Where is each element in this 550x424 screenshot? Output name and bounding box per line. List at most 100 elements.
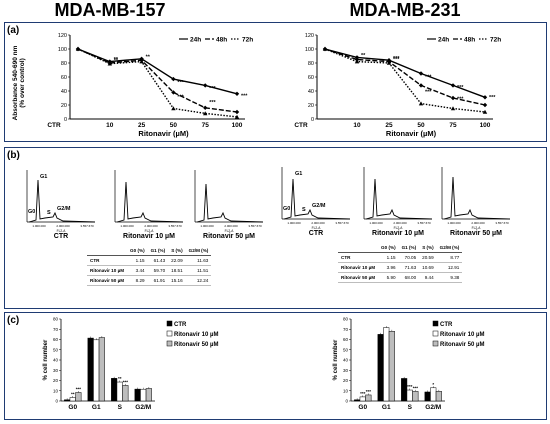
y-tick-label: 80 xyxy=(343,317,349,322)
histogram-tick-label: 3.557.670 xyxy=(417,221,431,225)
bar-G2/M xyxy=(140,388,147,402)
bar-G0 xyxy=(359,396,366,402)
y-axis-label: Absorbance 540-690 nm xyxy=(12,45,19,120)
bar-G1 xyxy=(383,327,390,402)
data-point xyxy=(450,83,456,88)
panel-a-label: (a) xyxy=(7,25,20,36)
y-tick-label: 60 xyxy=(53,337,59,342)
figure-title-right: MDA-MB-231 xyxy=(349,0,461,20)
table-cell: 68.00 xyxy=(398,272,420,283)
peak-label-g1: G1 xyxy=(295,171,302,177)
y-tick-label: 40 xyxy=(343,358,349,363)
data-point xyxy=(482,95,488,100)
significance-mark: *** xyxy=(177,80,184,86)
x-tick-label: 50 xyxy=(417,122,425,129)
histogram-tick-label: 2.000.000 xyxy=(471,221,485,225)
table-cell: 10.69 xyxy=(419,262,437,273)
significance-mark: *** xyxy=(209,100,216,106)
y-tick-label: 40 xyxy=(53,358,59,363)
significance-mark: ** xyxy=(114,57,119,63)
peak-label-g0: G0 xyxy=(28,209,35,215)
histogram-caption: Ritonavir 10 µM xyxy=(123,233,175,240)
y-tick-label: 50 xyxy=(53,347,59,352)
data-point xyxy=(450,106,456,111)
histogram-tick-label: 1.000.000 xyxy=(369,221,383,225)
significance-mark: *** xyxy=(76,386,82,391)
significance-mark: *** xyxy=(457,85,464,91)
table-cell: 15.16 xyxy=(168,275,186,286)
bar-G0 xyxy=(69,397,76,402)
legend-entry: CTR xyxy=(440,322,453,328)
histogram-tick-label: 2.000.000 xyxy=(224,224,238,228)
cell-cycle-histograms: 1.000.000 2.000.000 3.557.670 FL2-A G1 G0 S G2/… xyxy=(26,167,511,233)
data-point xyxy=(203,105,208,110)
x-tick-label: 100 xyxy=(232,122,243,129)
significance-mark: *** xyxy=(366,389,372,394)
table-cell: 70.05 xyxy=(398,252,420,263)
table-cell: 11.51 xyxy=(185,265,212,276)
y-tick-label: 60 xyxy=(61,75,67,81)
histogram-tick-label: 2.000.000 xyxy=(144,224,158,228)
significance-mark: *** xyxy=(425,75,432,81)
table-cell: 59.70 xyxy=(147,265,169,276)
row-label: Ritonavir 10 µM xyxy=(338,262,379,273)
y-tick-label: 40 xyxy=(61,89,67,95)
series-line-24h xyxy=(324,48,486,98)
bar-G0 xyxy=(64,399,71,402)
row-label: Ritonavir 10 µM xyxy=(87,265,128,276)
legend-entry: 24h xyxy=(190,37,201,44)
significance-mark: *** xyxy=(457,97,464,103)
significance-mark: ** xyxy=(114,58,119,64)
table-row: Ritonavir 50 µM 5.90 68.00 9.44 9.38 xyxy=(338,272,463,283)
significance-mark: ** xyxy=(361,53,366,59)
bar-S xyxy=(116,381,123,402)
histogram-tick-label: 1.000.000 xyxy=(200,224,214,228)
table-cell: 12.91 xyxy=(436,262,463,273)
y-tick-label: 70 xyxy=(343,327,349,332)
data-point xyxy=(450,95,456,101)
cell-cycle-bar-charts: 0 10 20 30 40 50 60 70 80 % cell number G0 G1 S G2/M *… xyxy=(43,317,484,411)
x-tick-label: CTR xyxy=(294,122,308,129)
table-cell: 9.44 xyxy=(419,272,437,283)
significance-mark: *** xyxy=(413,385,419,390)
data-point xyxy=(418,71,424,76)
peak-label-g2m: G2/M xyxy=(312,203,326,209)
y-tick-label: 80 xyxy=(308,61,314,67)
y-tick-label: 80 xyxy=(53,317,59,322)
table-row: Ritonavir 50 µM 8.29 61.91 15.16 12.24 xyxy=(87,275,212,286)
significance-mark: * xyxy=(432,382,434,387)
table-cell: 18.51 xyxy=(168,265,186,276)
legend-entry: 48h xyxy=(464,37,475,44)
x-tick-label: S xyxy=(408,404,413,411)
x-tick-label: G1 xyxy=(382,404,391,411)
y-tick-label: 50 xyxy=(343,347,349,352)
histogram-axis-label: FL2-A xyxy=(225,229,235,233)
table-header xyxy=(87,246,128,256)
histogram-trace xyxy=(116,181,184,223)
panel-a: (a) Absorbance 540-690 nm (% over control… xyxy=(4,22,547,142)
histogram-tick-label: 3.557.670 xyxy=(168,224,182,228)
peak-label-g0: G0 xyxy=(283,206,290,212)
histogram-caption: Ritonavir 50 µM xyxy=(203,233,255,240)
y-tick-label: 20 xyxy=(308,103,314,109)
series-line-48h xyxy=(77,48,238,113)
bar-G2/M xyxy=(430,387,437,402)
table-cell: 5.90 xyxy=(378,272,399,283)
legend-swatch xyxy=(166,340,173,347)
significance-mark: *** xyxy=(407,384,413,389)
legend-entry: 48h xyxy=(216,37,227,44)
x-tick-label: 50 xyxy=(170,122,178,129)
table-cell: 11.63 xyxy=(185,255,212,266)
y-tick-label: 60 xyxy=(343,337,349,342)
data-point xyxy=(107,61,112,66)
significance-mark: *** xyxy=(177,95,184,101)
y-tick-label: 0 xyxy=(64,117,67,123)
y-axis-label: % cell number xyxy=(333,339,339,380)
panel-c-label: (c) xyxy=(7,315,20,326)
table-header: G2/M (%) xyxy=(185,246,212,256)
legend-entry: 72h xyxy=(490,37,501,44)
y-tick-label: 100 xyxy=(58,47,67,53)
data-point xyxy=(234,109,240,115)
histogram-axis-label: FL2-A xyxy=(145,229,155,233)
x-tick-label: 10 xyxy=(106,122,114,129)
